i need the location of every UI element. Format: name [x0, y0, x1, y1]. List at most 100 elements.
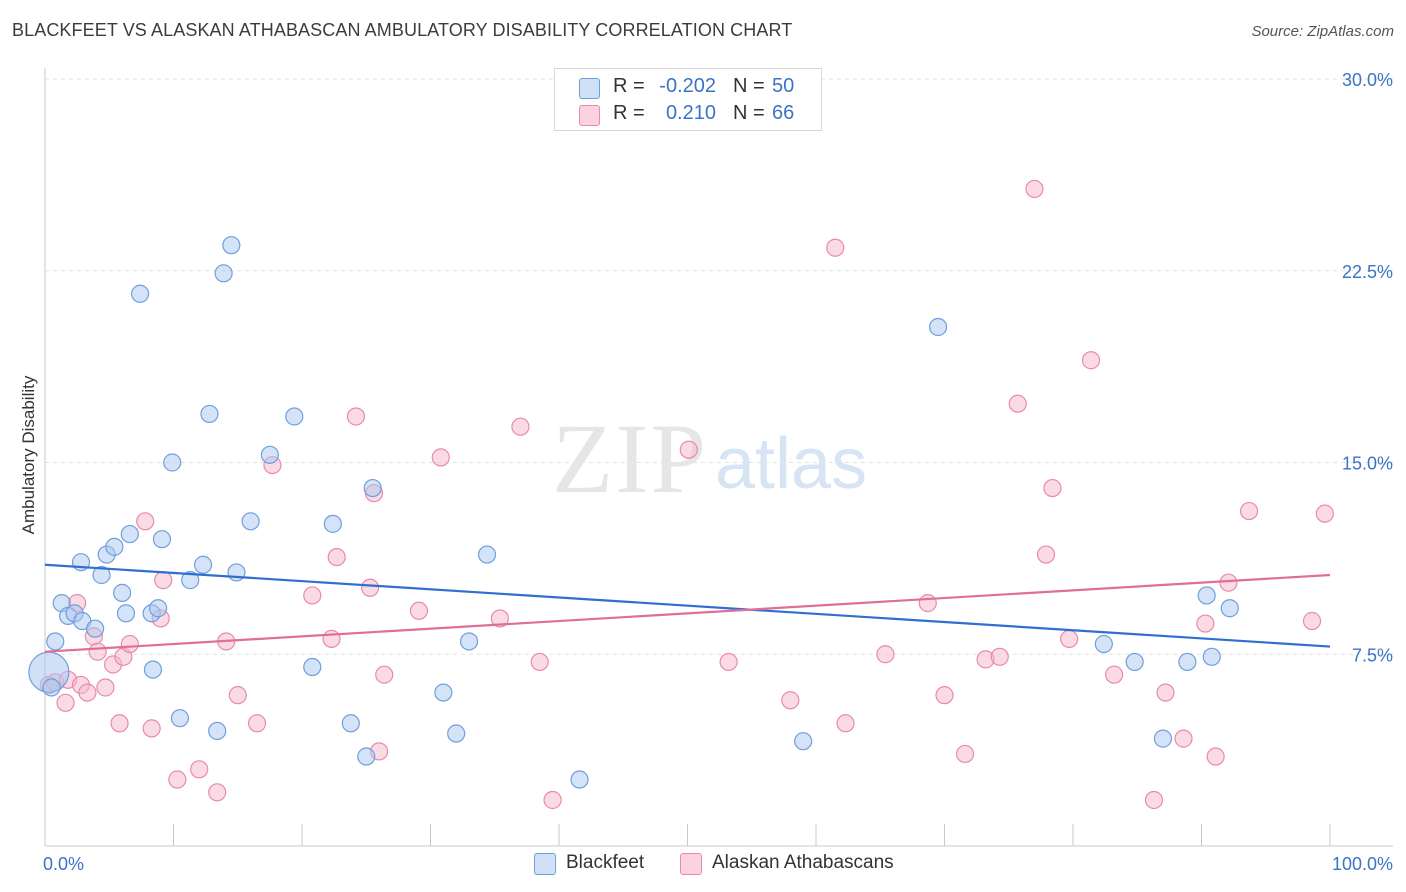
alaskan-athabascan-point-52	[1036, 545, 1056, 564]
alaskan-athabascan-point-32	[375, 665, 394, 684]
watermark: ZIP atlas	[552, 403, 867, 514]
alaskan-athabascan-point-45	[918, 594, 937, 613]
alaskan-athabascan-point-41	[781, 691, 800, 710]
alaskan-athabascan-point-2	[56, 693, 75, 712]
legend-swatch-blackfeet	[534, 853, 556, 875]
blackfeet-point-47	[1178, 652, 1197, 672]
r-label: R =	[613, 75, 645, 97]
y-tick-label-0: 7.5%	[1352, 645, 1393, 665]
alaskan-athabascan-point-38	[543, 790, 562, 810]
blackfeet-point-2	[46, 632, 65, 651]
alaskan-athabascan-point-65	[1315, 504, 1334, 523]
alaskan-athabascan-point-58	[1156, 683, 1175, 702]
blackfeet-point-44	[1094, 634, 1113, 654]
blackfeet-point-32	[303, 657, 322, 677]
blackfeet-point-38	[447, 724, 466, 743]
alaskan-athabascan-point-44	[876, 645, 895, 664]
alaskan-athabascan-point-35	[490, 609, 509, 628]
y-tick-label-1: 15.0%	[1342, 454, 1393, 474]
alaskan-athabascan-point-49	[990, 647, 1009, 666]
blackfeet-point-30	[260, 445, 279, 464]
x-tick-label-0: 0.0%	[43, 854, 84, 874]
series-blackfeet-points	[28, 236, 1239, 789]
alaskan-athabascan-point-43	[836, 714, 855, 733]
alaskan-athabascan-point-47	[955, 744, 975, 764]
alaskan-athabascan-point-63	[1239, 501, 1259, 521]
blackfeet-point-34	[341, 714, 360, 733]
alaskan-athabascan-point-59	[1174, 729, 1193, 748]
blackfeet-point-36	[363, 478, 382, 498]
y-tick-label-3: 30.0%	[1342, 70, 1393, 90]
grid-lines	[45, 78, 1393, 655]
alaskan-athabascan-point-34	[431, 448, 450, 467]
blackfeet-point-29	[241, 512, 260, 531]
blackfeet-point-37	[434, 683, 453, 702]
alaskan-athabascan-point-9	[96, 678, 115, 697]
alaskan-athabascan-point-54	[1060, 629, 1079, 649]
n-value: 66	[772, 102, 795, 124]
series-alaskan-athabascans-points	[39, 179, 1334, 810]
alaskan-athabascan-point-6	[78, 683, 97, 702]
x-tick-label-1: 100.0%	[1332, 854, 1393, 874]
alaskan-athabascan-point-46	[935, 686, 954, 705]
blackfeet-point-22	[181, 571, 200, 590]
blackfeet-point-26	[214, 264, 233, 283]
alaskan-athabascan-point-23	[247, 714, 267, 733]
alaskan-athabascan-point-13	[120, 634, 139, 654]
alaskan-athabascan-point-19	[190, 760, 209, 779]
blackfeet-trend-line	[44, 563, 1331, 648]
blackfeet-point-12	[112, 583, 132, 602]
alaskan-athabascan-point-20	[208, 783, 227, 802]
legend-swatch-blackfeet	[579, 78, 600, 99]
blackfeet-point-11	[105, 537, 124, 556]
blackfeet-point-45	[1125, 652, 1144, 672]
blackfeet-point-49	[1202, 647, 1221, 666]
y-tick-label-2: 22.5%	[1342, 262, 1393, 282]
alaskan-athabascan-point-33	[409, 601, 429, 620]
alaskan-athabascan-point-28	[346, 407, 366, 426]
blackfeet-point-43	[928, 317, 948, 337]
alaskan-athabascan-point-42	[826, 238, 845, 257]
y-axis-label: Ambulatory Disability	[19, 375, 38, 534]
blackfeet-point-27	[222, 236, 241, 255]
blackfeet-point-9	[92, 565, 111, 585]
blackfeet-point-24	[200, 404, 219, 424]
blackfeet-point-21	[170, 709, 190, 728]
legend-swatch-alaskan-athabascans	[579, 105, 600, 126]
alaskan-athabascan-point-14	[136, 512, 155, 531]
blackfeet-point-48	[1197, 586, 1216, 605]
alaskan-athabascan-point-56	[1105, 665, 1124, 684]
blackfeet-point-14	[120, 524, 139, 544]
alaskan-athabascan-point-8	[88, 642, 107, 661]
legend-label-blackfeet: Blackfeet	[566, 852, 645, 873]
blackfeet-point-25	[208, 721, 227, 741]
r-label: R =	[613, 102, 645, 124]
alaskan-athabascan-point-40	[719, 652, 738, 672]
blackfeet-point-41	[570, 770, 589, 789]
alaskan-athabascan-point-50	[1008, 394, 1027, 413]
alaskan-athabascan-point-57	[1144, 790, 1164, 810]
blackfeet-point-35	[357, 747, 376, 766]
alaskan-athabascan-point-25	[303, 586, 322, 605]
axes	[44, 68, 1393, 847]
alaskan-athabascan-point-29	[361, 578, 380, 597]
blackfeet-point-18	[148, 599, 168, 618]
alaskan-athabascan-point-27	[327, 547, 346, 567]
blackfeet-point-20	[163, 453, 182, 472]
blackfeet-point-39	[459, 632, 479, 651]
alaskan-athabascan-point-26	[322, 629, 341, 649]
blackfeet-point-15	[130, 284, 150, 303]
alaskan-athabascan-point-51	[1025, 179, 1044, 199]
source-credit: Source: ZipAtlas.com	[1251, 23, 1394, 40]
series-legend: Blackfeet Alaskan Athabascans	[0, 852, 1406, 878]
blackfeet-point-40	[477, 545, 497, 564]
alaskan-athabascan-point-64	[1302, 611, 1322, 631]
trend-lines	[44, 563, 1331, 653]
blackfeet-point-23	[193, 555, 213, 574]
blackfeet-point-1	[42, 678, 61, 697]
alaskan-athabascan-point-11	[110, 714, 129, 733]
chart-title: BLACKFEET VS ALASKAN ATHABASCAN AMBULATO…	[12, 20, 793, 40]
correlation-legend: R = -0.202 N = 50 R = 0.210 N = 66	[554, 68, 822, 131]
alaskan-athabascan-point-17	[154, 571, 173, 590]
